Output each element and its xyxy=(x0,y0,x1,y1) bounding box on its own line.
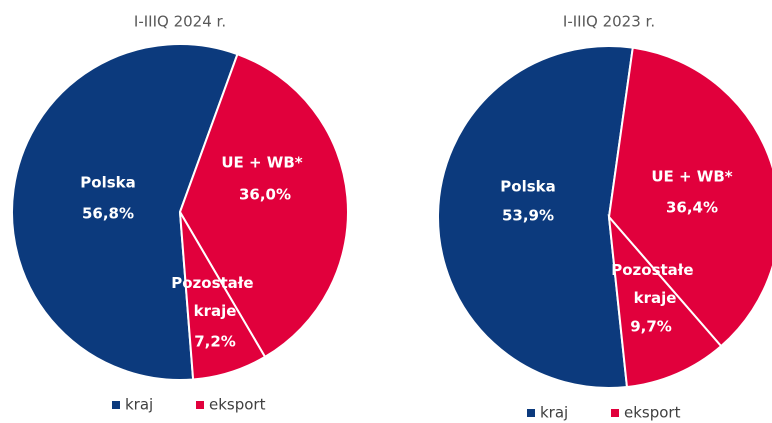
legend-swatch xyxy=(611,409,619,417)
slice-value-label: 36,4% xyxy=(666,199,718,217)
slice-label: Polska xyxy=(80,174,135,192)
legend-label: kraj xyxy=(540,404,568,422)
legend-label: eksport xyxy=(209,396,266,414)
pie-slice xyxy=(11,43,239,381)
slice-value-label: 7,2% xyxy=(194,333,236,351)
slice-label: Polska xyxy=(500,178,555,196)
slice-label: UE + WB* xyxy=(651,168,732,186)
legend-swatch xyxy=(196,401,204,409)
pie-slice xyxy=(178,52,349,359)
slice-label: UE + WB* xyxy=(221,154,302,172)
legend-swatch xyxy=(527,409,535,417)
slice-value-label: 36,0% xyxy=(239,186,291,204)
slice-label: Pozostałe kraje xyxy=(171,274,259,320)
chart-title: I-IIIQ 2024 r. xyxy=(134,13,226,31)
pie-slice xyxy=(179,211,267,381)
pie-slice xyxy=(607,213,723,389)
chart-title: I-IIIQ 2023 r. xyxy=(563,13,655,31)
legend-label: kraj xyxy=(125,396,153,414)
legend-label: eksport xyxy=(624,404,681,422)
slice-value-label: 53,9% xyxy=(502,207,554,225)
legend-swatch xyxy=(112,401,120,409)
pie-slice xyxy=(607,46,772,348)
slice-value-label: 9,7% xyxy=(630,318,672,336)
slice-value-label: 56,8% xyxy=(82,205,134,223)
slice-label: Pozostałe kraje xyxy=(611,261,699,307)
pie-slice xyxy=(437,45,634,389)
